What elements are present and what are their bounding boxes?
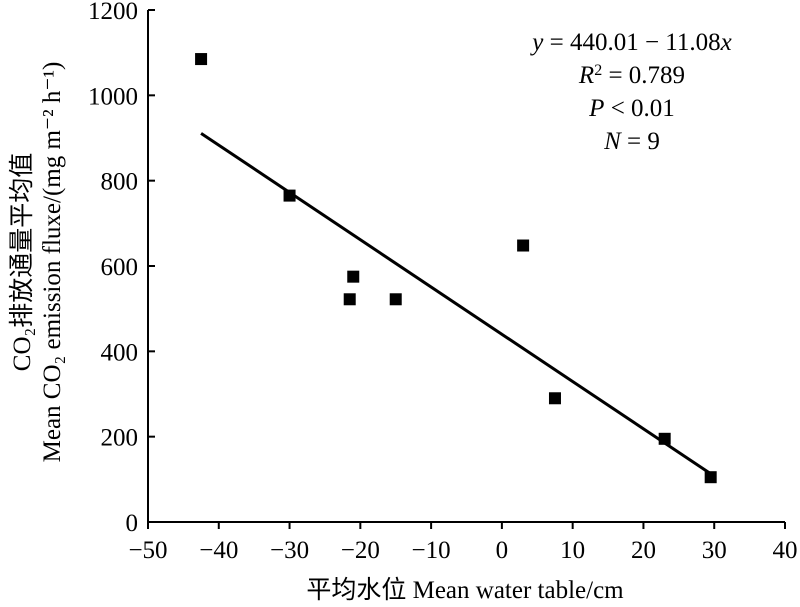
x-tick-label: 0 xyxy=(496,537,509,564)
regression-equation: y = 440.01 − 11.08x xyxy=(529,29,732,56)
data-point xyxy=(389,293,402,306)
x-tick-label: 40 xyxy=(773,537,798,564)
sample-size-label: N = 9 xyxy=(603,128,660,155)
y-tick-label: 200 xyxy=(101,425,139,452)
data-point xyxy=(658,432,671,445)
data-point xyxy=(704,471,717,484)
y-tick-label: 800 xyxy=(101,169,139,196)
x-tick-label: −10 xyxy=(412,537,451,564)
data-point xyxy=(548,392,561,405)
y-tick-label: 0 xyxy=(126,510,139,537)
data-point xyxy=(283,189,296,202)
regression-annotations: y = 440.01 − 11.08x R2 = 0.789 P < 0.01 … xyxy=(529,29,732,155)
x-tick-label: −20 xyxy=(341,537,380,564)
r-squared-label: R2 = 0.789 xyxy=(578,62,685,90)
y-axis-title-line1: CO₂排放通量平均值 xyxy=(8,153,36,371)
y-ticks: 0 200 400 600 800 1000 1200 xyxy=(88,0,155,537)
x-axis-title: 平均水位 Mean water table/cm xyxy=(306,576,624,604)
data-points xyxy=(195,53,717,484)
data-point xyxy=(517,239,530,252)
x-tick-label: 10 xyxy=(560,537,585,564)
y-axis-title-line2: Mean CO₂ emission fluxe/(mg m⁻² h⁻¹) xyxy=(39,62,66,463)
regression-line xyxy=(200,132,712,475)
x-tick-label: −40 xyxy=(199,537,238,564)
p-value-label: P < 0.01 xyxy=(588,95,675,122)
y-tick-label: 1000 xyxy=(88,83,138,110)
x-tick-label: 20 xyxy=(631,537,656,564)
axes xyxy=(147,10,785,523)
data-point xyxy=(343,293,356,306)
y-tick-label: 600 xyxy=(101,254,139,281)
x-tick-label: −30 xyxy=(270,537,309,564)
y-tick-label: 400 xyxy=(101,339,139,366)
x-tick-label: −50 xyxy=(128,537,167,564)
y-tick-label: 1200 xyxy=(88,0,138,25)
fit-line-group xyxy=(200,132,712,475)
x-tick-label: 30 xyxy=(702,537,727,564)
x-ticks: −50 −40 −30 −20 −10 0 10 20 30 40 xyxy=(128,522,798,564)
data-point xyxy=(195,53,208,66)
data-point xyxy=(347,270,360,283)
